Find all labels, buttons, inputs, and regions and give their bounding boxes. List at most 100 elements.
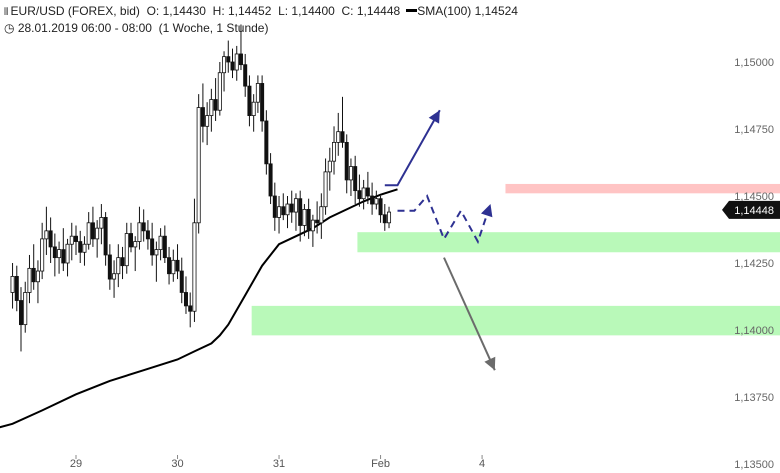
x-tick-label: 30 <box>171 458 183 470</box>
candle-body <box>332 141 337 162</box>
candle-body <box>387 211 392 224</box>
x-tick-label: 4 <box>479 458 485 470</box>
candle-body <box>302 208 307 226</box>
candle-body <box>57 249 62 259</box>
bearish-arrow-head <box>484 356 496 371</box>
candle-body <box>205 115 210 127</box>
x-tick-label: 29 <box>70 458 82 470</box>
y-tick-label: 1,14500 <box>734 191 774 203</box>
candle-body <box>162 235 167 259</box>
candle-body <box>344 141 349 181</box>
candle-body <box>374 198 379 205</box>
candle-body <box>137 222 142 242</box>
candle-body <box>44 230 49 240</box>
candle-body <box>234 53 239 71</box>
candle-body <box>69 235 74 245</box>
high-value: 1,14452 <box>228 4 272 18</box>
candle-body <box>365 187 370 197</box>
bullish-arrow-head <box>428 110 440 124</box>
candle-body <box>90 222 95 240</box>
candle-body <box>103 217 108 256</box>
candle-body <box>31 267 36 283</box>
candle-body <box>243 64 248 87</box>
x-tick-label: 31 <box>273 458 285 470</box>
candle-body <box>382 214 387 224</box>
candle-body <box>99 217 104 229</box>
candle-body <box>319 206 324 224</box>
candle-body <box>86 222 91 245</box>
candle-body <box>336 131 341 143</box>
candle-body <box>10 275 15 293</box>
candle-body <box>183 292 188 307</box>
bar-chart-icon: ⫴ <box>4 7 8 18</box>
candle-body <box>196 107 201 224</box>
candle-body <box>222 56 227 74</box>
candle-body <box>128 233 133 248</box>
candle-body <box>306 208 311 232</box>
candle-body <box>348 166 353 181</box>
candle-body <box>145 230 150 240</box>
candle-body <box>251 101 256 116</box>
candle-body <box>158 235 163 250</box>
chart-header-quote: ⫴ EUR/USD (FOREX, bid) O: 1,14430 H: 1,1… <box>4 4 518 18</box>
support-zone <box>251 305 780 336</box>
close-value: 1,14448 <box>356 4 401 18</box>
candle-body <box>27 267 32 293</box>
candle-body <box>107 254 112 280</box>
candle-body <box>78 241 83 253</box>
candle-body <box>65 243 70 264</box>
sma-label: SMA(100) <box>417 4 472 18</box>
sma-legend-swatch <box>406 9 418 13</box>
y-tick-label: 1,14000 <box>734 325 774 337</box>
candle-body <box>14 275 19 301</box>
close-label: C: <box>341 4 354 18</box>
candle-body <box>179 270 184 293</box>
candle-body <box>370 195 375 205</box>
candle-body <box>353 166 358 192</box>
y-tick-label: 1,15000 <box>734 57 774 69</box>
candle-body <box>74 235 79 242</box>
candle-body <box>247 85 252 117</box>
x-tick-label: Feb <box>371 458 390 470</box>
y-tick-label: 1,13500 <box>734 459 774 471</box>
y-tick-label: 1,14250 <box>734 258 774 270</box>
candle-body <box>209 99 214 116</box>
candle-body <box>327 160 332 173</box>
open-value: 1,14430 <box>162 4 206 18</box>
candle-body <box>272 195 277 218</box>
candle-body <box>116 257 121 275</box>
candle-body <box>340 131 345 143</box>
candle-body <box>238 53 243 66</box>
open-label: O: <box>146 4 160 18</box>
current-price-label: 1,14448 <box>734 205 774 217</box>
candle-body <box>289 203 294 213</box>
candle-body <box>154 249 159 256</box>
candle-body <box>61 249 66 264</box>
candle-body <box>361 187 366 200</box>
bullish-dashed-scenario-line <box>397 194 492 245</box>
support-zone <box>357 232 780 253</box>
sma-value: 1,14524 <box>474 4 518 18</box>
candle-body <box>323 171 328 208</box>
candle-body <box>192 222 197 312</box>
candle-body <box>133 241 138 248</box>
candle-body <box>112 273 117 280</box>
candle-body <box>124 233 129 267</box>
resistance-zone <box>505 183 780 194</box>
candle-body <box>277 206 282 218</box>
candle-body <box>141 222 146 232</box>
candle-body <box>298 198 303 226</box>
clock-icon: ◷ <box>4 21 15 35</box>
period-range: 28.01.2019 06:00 - 08:00 <box>17 21 152 35</box>
candle-body <box>82 243 87 253</box>
candle-body <box>255 83 260 103</box>
low-label: L: <box>278 4 289 18</box>
candle-body <box>213 99 218 111</box>
bearish-scenario-line <box>443 257 496 371</box>
candle-body <box>285 203 290 216</box>
candle-body <box>150 238 155 256</box>
candle-body <box>120 257 125 267</box>
candle-body <box>23 292 28 326</box>
candle-body <box>310 219 315 232</box>
candle-body <box>52 246 57 259</box>
